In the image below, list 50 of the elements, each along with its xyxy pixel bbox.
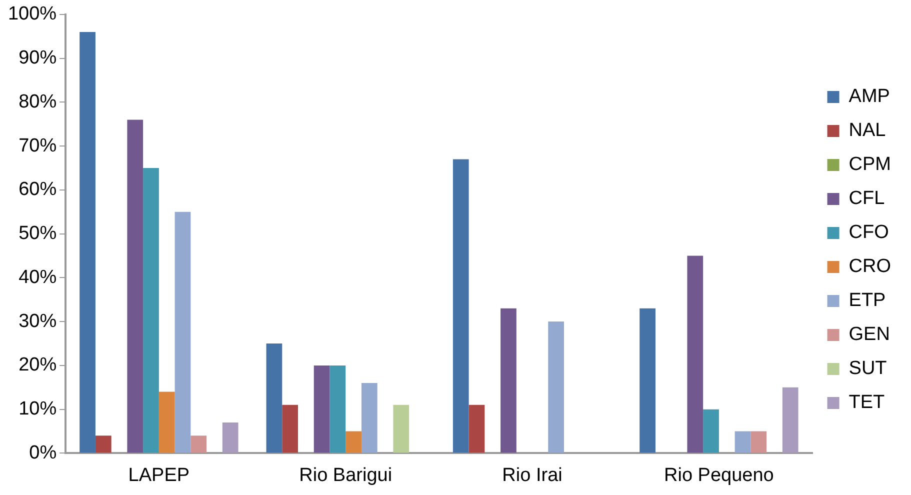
x-tick-label: Rio Irai [502,464,562,486]
y-tick-label: 80% [18,91,57,112]
y-tick-label: 90% [18,48,57,69]
x-tick-label: Rio Pequeno [664,464,774,486]
y-tick-label: 60% [18,179,57,200]
bar [468,404,485,453]
y-tick-label: 100% [8,4,57,25]
bar [127,120,144,453]
bar [750,431,767,453]
bar [640,308,656,453]
bar [346,431,362,453]
bar [158,392,175,453]
y-tick-label: 70% [18,135,57,156]
bar [393,404,410,453]
y-tick-label: 10% [18,398,57,420]
bar [80,32,96,453]
y-tick-label: 50% [18,223,57,244]
y-tick-label: 30% [18,310,57,332]
y-tick-label: 20% [18,354,57,376]
x-tick-label: Rio Barigui [299,464,392,486]
y-tick-label: 0% [29,442,57,464]
bar [222,422,238,453]
x-tick-label: LAPEP [128,464,190,486]
y-tick-label: 40% [18,266,57,288]
legend-label: CFO [848,222,889,244]
bar [95,436,112,453]
legend-label: GEN [848,324,890,346]
bar [500,308,516,453]
bar [734,431,751,453]
bar [282,404,298,453]
bar [452,159,469,453]
legend-label: CPM [848,154,892,176]
bar [361,382,378,453]
bar [687,256,704,453]
legend-label: CRO [848,256,892,278]
bar [703,409,719,453]
legend-label: SUT [848,358,888,380]
bar [314,365,330,453]
legend-label: TET [848,392,886,414]
legend-label: NAL [848,120,886,142]
legend-label: AMP [848,86,890,108]
legend-label: CFL [848,188,885,210]
bar [782,387,798,453]
bar [266,344,282,453]
bar [190,436,207,453]
bar [548,322,564,453]
legend-label: ETP [848,290,886,312]
bar [143,168,159,453]
bar [330,365,346,453]
bar [174,212,191,453]
